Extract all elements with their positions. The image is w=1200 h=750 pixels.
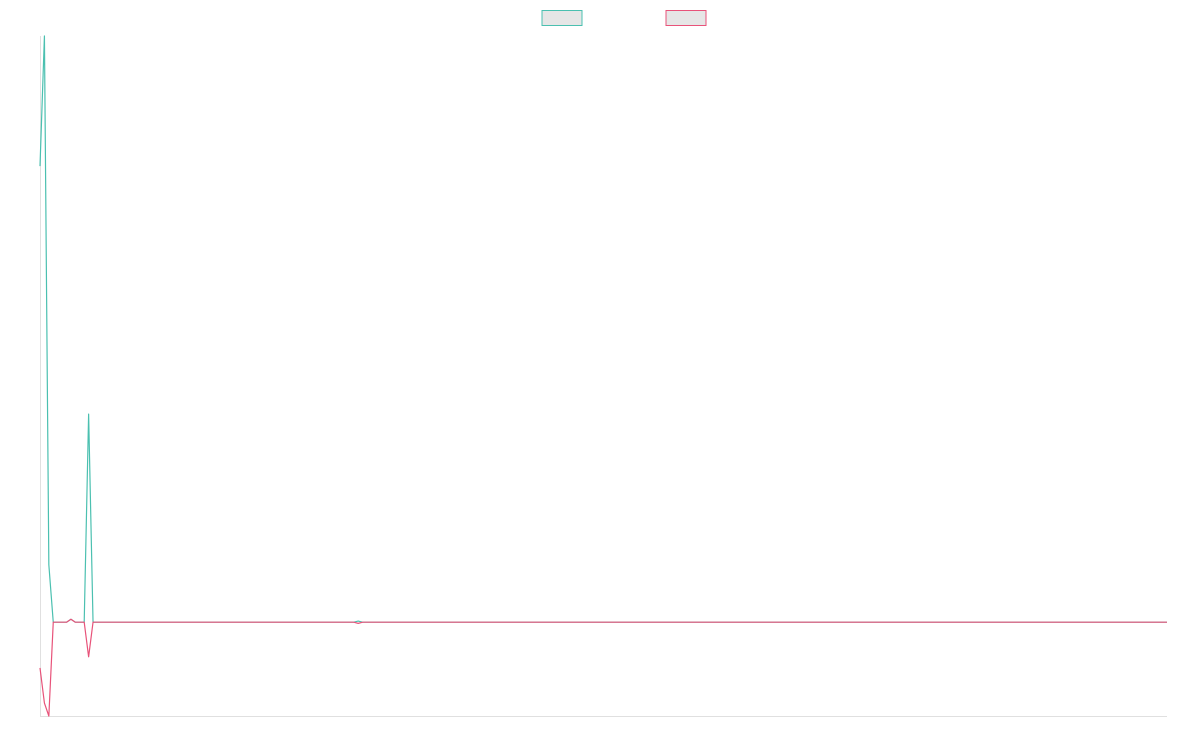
legend-swatch [665,10,707,26]
series-line [39,618,1167,717]
legend-swatch [541,10,583,26]
series-line [39,35,1167,623]
